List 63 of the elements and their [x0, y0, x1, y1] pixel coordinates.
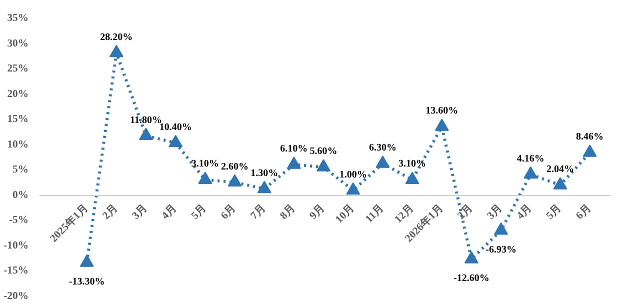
data-label: 6.10% — [280, 144, 308, 155]
point — [346, 182, 360, 195]
point — [494, 222, 508, 235]
point — [109, 44, 124, 58]
y-tick-label: -15% — [4, 266, 29, 277]
y-tick-label: 35% — [7, 13, 28, 24]
data-label: 2.04% — [546, 164, 574, 176]
data-label: -12.60% — [454, 273, 490, 284]
y-tick-label: -5% — [8, 215, 29, 226]
point — [257, 180, 272, 194]
x-tick-label: 3月 — [130, 202, 150, 222]
y-tick-label: 0% — [12, 190, 28, 201]
data-label: 13.60% — [426, 106, 458, 117]
point — [139, 128, 154, 140]
x-tick-label: 2月 — [455, 202, 476, 222]
point — [198, 172, 212, 184]
point — [168, 134, 183, 148]
point — [434, 118, 449, 131]
x-tick-label: 4月 — [159, 202, 180, 222]
x-tick-label: 7月 — [248, 202, 268, 222]
y-tick-label: 30% — [7, 38, 28, 50]
data-label: 3.10% — [191, 158, 219, 170]
y-tick-label: 5% — [12, 164, 28, 176]
x-tick-label: 6月 — [218, 202, 239, 222]
x-tick-label: 10月 — [333, 202, 357, 226]
point — [464, 251, 478, 264]
point — [553, 177, 568, 190]
x-tick-label: 9月 — [307, 202, 328, 222]
y-tick-label: -20% — [4, 291, 29, 302]
data-label: -13.30% — [68, 276, 105, 288]
data-label: 28.20% — [100, 32, 133, 43]
data-label: 5.60% — [310, 146, 338, 158]
x-tick-label: 5月 — [544, 202, 564, 222]
y-tick-label: 10% — [7, 139, 28, 150]
data-label: 8.46% — [576, 132, 604, 143]
data-label: 10.40% — [159, 122, 192, 133]
x-tick-label: 3月 — [484, 202, 505, 222]
point — [376, 156, 390, 168]
data-label: 1.30% — [250, 168, 278, 179]
x-tick-label: 6月 — [574, 202, 594, 222]
point — [228, 174, 242, 187]
data-label: 2.60% — [221, 161, 249, 172]
data-label: 4.16% — [516, 153, 544, 164]
data-label: 6.30% — [368, 142, 396, 154]
data-label: 1.00% — [339, 169, 367, 180]
x-tick-label: 2月 — [100, 202, 120, 222]
y-tick-label: 25% — [7, 64, 28, 75]
y-tick-label: -10% — [4, 240, 29, 252]
y-tick-label: 15% — [7, 114, 28, 126]
data-label: -6.93% — [486, 244, 516, 256]
data-label: 3.10% — [398, 158, 426, 170]
x-tick-label: 12月 — [392, 202, 416, 226]
x-tick-label: 11月 — [363, 202, 387, 226]
x-tick-label: 8月 — [278, 202, 298, 222]
point — [405, 172, 420, 184]
x-tick-label: 5月 — [189, 202, 210, 222]
point — [286, 156, 301, 169]
point — [582, 144, 597, 157]
y-tick-label: 20% — [7, 88, 28, 100]
point — [524, 166, 538, 179]
point — [316, 159, 331, 172]
x-tick-label: 4月 — [514, 202, 535, 222]
point — [80, 254, 94, 267]
